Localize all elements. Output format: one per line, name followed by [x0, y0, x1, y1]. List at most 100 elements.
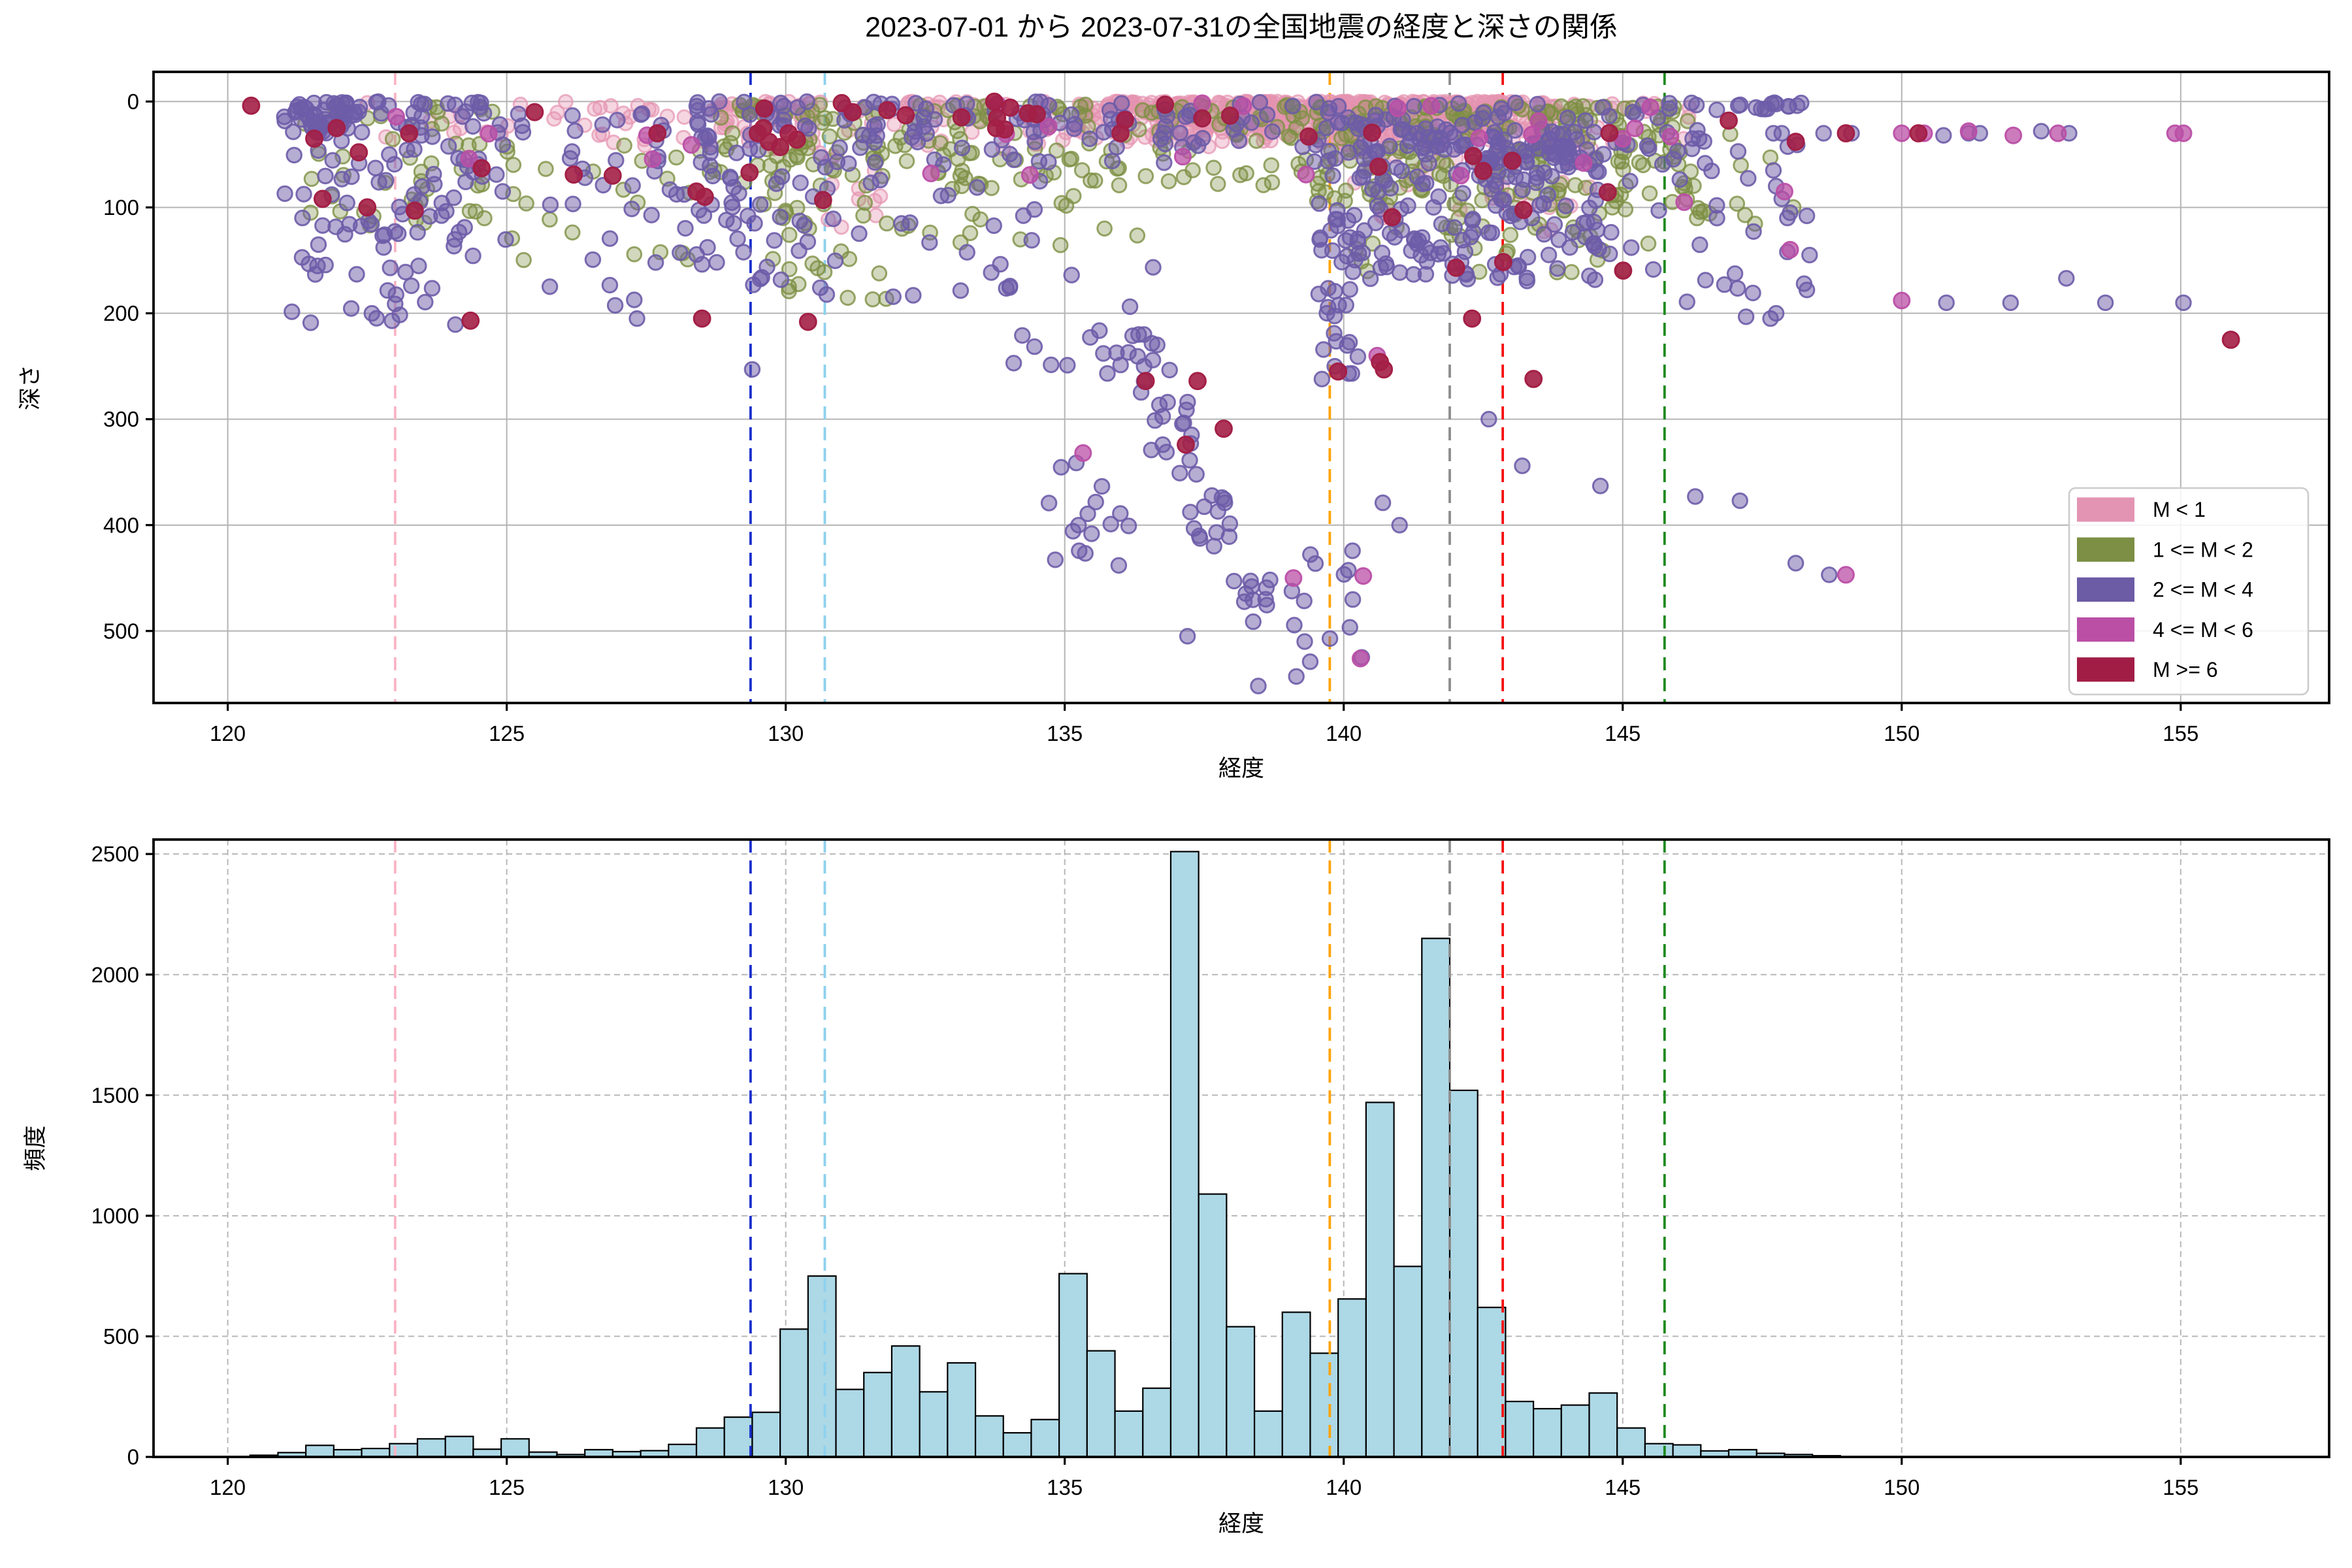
scatter-point: [1321, 630, 1339, 647]
scatter-point: [1344, 542, 1361, 559]
hist-bar: [1477, 1307, 1507, 1458]
scatter-point: [1446, 196, 1463, 212]
scatter-point: [1402, 133, 1419, 150]
scatter-point: [1209, 176, 1226, 192]
scatter-point: [796, 217, 813, 234]
scatter-point: [695, 188, 714, 206]
hist-bar: [1309, 1352, 1339, 1458]
hist-bar: [1560, 1404, 1590, 1458]
scatter-point: [1909, 124, 1928, 142]
hist-bar: [1169, 851, 1200, 1458]
scatter-point: [1678, 293, 1695, 310]
scatter-point: [2033, 123, 2050, 140]
hist-bar: [1533, 1408, 1562, 1458]
hist-bar: [1505, 1401, 1535, 1458]
scatter-point: [465, 247, 482, 265]
scatter-point: [1330, 114, 1347, 131]
hist-bar: [1086, 1350, 1116, 1458]
scatter-point: [1193, 94, 1211, 112]
scatter-point: [1079, 505, 1096, 523]
hist-bar: [1644, 1443, 1674, 1458]
scatter-point: [1188, 372, 1207, 391]
scatter-point: [363, 304, 380, 322]
scatter-point: [1519, 248, 1537, 266]
scatter-point: [1592, 478, 1609, 495]
scatter-point: [446, 231, 463, 248]
scatter-point: [1294, 110, 1311, 127]
scatter-point: [1161, 361, 1178, 379]
scatter-point: [1023, 232, 1040, 249]
scatter-point: [1588, 163, 1605, 180]
y-tick-label: 500: [103, 619, 139, 643]
scatter-point: [1160, 173, 1177, 189]
scatter-point: [358, 198, 377, 217]
scatter-point: [1299, 127, 1318, 146]
scatter-point: [1143, 442, 1160, 459]
scatter-point: [608, 152, 625, 169]
scatter-point: [1091, 322, 1108, 339]
scatter-point: [1650, 202, 1667, 219]
scatter-point: [1406, 231, 1423, 249]
scatter-point: [1549, 260, 1566, 277]
scatter-point: [926, 111, 943, 128]
scatter-point: [1540, 246, 1558, 263]
scatter-point: [826, 252, 844, 269]
scatter-point: [1756, 101, 1774, 118]
scatter-point: [1173, 148, 1192, 166]
scatter-layer-M-6: [242, 92, 2240, 454]
scatter-point: [1550, 231, 1567, 248]
scatter-point: [1214, 133, 1230, 150]
scatter-point: [306, 266, 324, 283]
x-tick-label: 155: [2163, 721, 2198, 745]
scatter-point: [1798, 282, 1816, 299]
scatter-point: [840, 289, 856, 306]
x-tick-label: 130: [768, 1475, 804, 1499]
scatter-point: [1297, 165, 1315, 184]
scatter-point: [1110, 557, 1128, 574]
tick-labels: 120 125 130 135 140 145 150 155 0 500 1000 1500 2000…: [91, 842, 2199, 1499]
scatter-point: [1388, 159, 1405, 176]
x-tick-label: 135: [1047, 1475, 1083, 1499]
legend-swatch: [2077, 537, 2134, 562]
scatter-point: [1600, 123, 1619, 142]
scatter-point: [1514, 457, 1531, 474]
x-tick-label: 120: [210, 1475, 246, 1499]
scatter-point: [1518, 147, 1535, 164]
scatter-point: [1502, 227, 1519, 243]
scatter-point: [746, 215, 763, 232]
y-tick-label: 0: [127, 1445, 139, 1469]
scatter-point: [1450, 95, 1467, 112]
scatter-point: [1367, 106, 1384, 123]
scatter-point: [831, 139, 848, 156]
scatter-point: [932, 188, 950, 204]
scatter-point: [1690, 200, 1707, 216]
scatter-point: [1586, 123, 1603, 140]
scatter-point: [1893, 291, 1911, 310]
scatter-point: [1043, 356, 1060, 374]
scatter-point: [1661, 127, 1680, 146]
scatter-point: [1196, 498, 1213, 515]
hist-bar: [1198, 1193, 1228, 1458]
y-tick-label: 2000: [91, 962, 139, 987]
scatter-point: [1463, 309, 1482, 328]
scatter-point: [327, 119, 346, 137]
x-tick-label: 145: [1605, 721, 1641, 745]
scatter-point: [1171, 465, 1188, 482]
scatter-point: [1324, 242, 1341, 259]
hist-bar: [947, 1362, 977, 1458]
scatter-point: [1644, 261, 1662, 278]
scatter-point: [1369, 197, 1386, 215]
scatter-point: [1364, 181, 1381, 198]
hist-bar: [1142, 1387, 1172, 1458]
scatter-point: [1264, 174, 1281, 191]
scatter-point: [342, 300, 360, 317]
scatter-point: [1393, 221, 1411, 239]
y-tick-label: 1500: [91, 1083, 139, 1107]
scatter-point: [953, 139, 971, 157]
scatter-point: [242, 96, 261, 115]
scatter-point: [1103, 152, 1121, 170]
scatter-point: [1603, 223, 1620, 241]
scatter-point: [1601, 108, 1618, 125]
scatter-point: [302, 314, 319, 331]
scatter-point: [1048, 142, 1065, 159]
